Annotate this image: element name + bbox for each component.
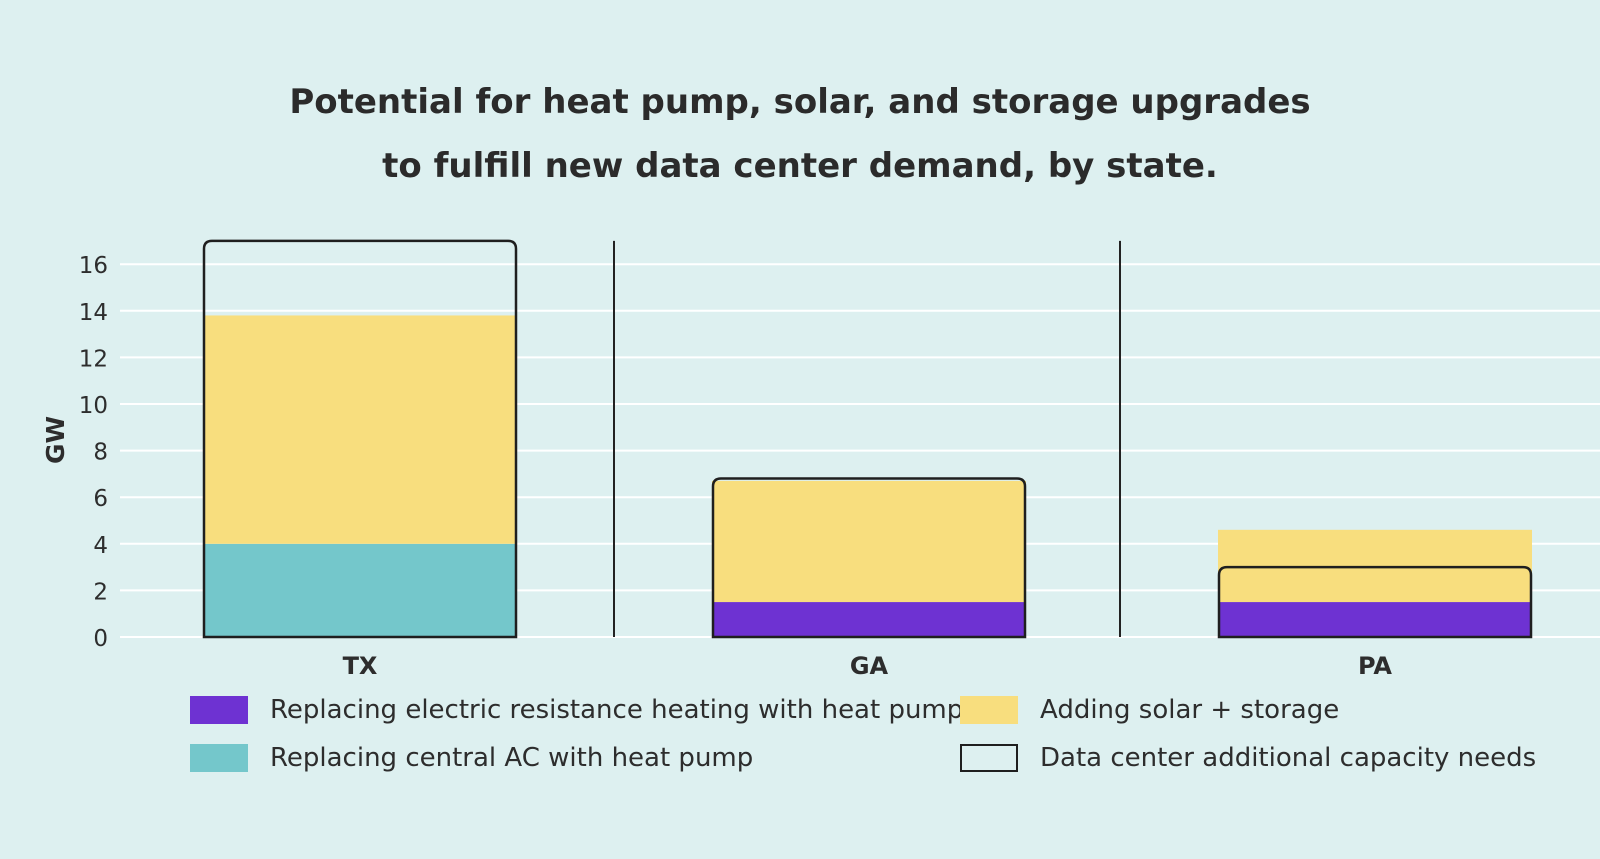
legend: Replacing electric resistance heating wi…: [190, 695, 1590, 815]
legend-swatch-central-ac: [190, 744, 248, 772]
legend-label-capacity-needs: Data center additional capacity needs: [1040, 743, 1537, 773]
chart-title-line-1: Potential for heat pump, solar, and stor…: [289, 82, 1311, 122]
bar-segment-solar_storage: [203, 315, 517, 544]
y-tick-label: 4: [93, 533, 108, 559]
legend-item-solar-storage: Adding solar + storage: [960, 695, 1339, 725]
legend-item-central-ac: Replacing central AC with heat pump: [190, 743, 753, 773]
y-tick-label: 16: [79, 253, 108, 279]
y-axis-label: GW: [41, 416, 70, 464]
y-tick-label: 8: [93, 440, 108, 466]
bar-chart: 0 2 4 6 8 10 12 14 16 GW TX GA PA: [41, 239, 1600, 680]
y-tick-label: 2: [93, 579, 108, 605]
capacity-outline: [202, 239, 518, 639]
chart-title: Potential for heat pump, solar, and stor…: [0, 70, 1600, 198]
x-category-label: PA: [1358, 652, 1392, 680]
legend-item-capacity-needs: Data center additional capacity needs: [960, 743, 1536, 773]
legend-label-resistance-heating: Replacing electric resistance heating wi…: [270, 695, 964, 725]
legend-swatch-resistance-heating: [190, 696, 248, 724]
y-tick-label: 12: [79, 346, 108, 372]
legend-item-resistance-heating: Replacing electric resistance heating wi…: [190, 695, 963, 725]
bar-segment-heat_pump_resistance: [1218, 602, 1532, 637]
y-tick-label: 6: [93, 486, 108, 512]
bar-segment-heat_pump_resistance: [712, 602, 1026, 637]
x-category-label: GA: [850, 652, 889, 680]
legend-swatch-solar-storage: [960, 696, 1018, 724]
y-tick-label: 10: [79, 393, 108, 419]
chart-title-line-2: to fulfill new data center demand, by st…: [382, 146, 1218, 186]
y-tick-label: 0: [93, 626, 108, 652]
legend-swatch-capacity-needs: [960, 744, 1018, 772]
legend-label-solar-storage: Adding solar + storage: [1040, 695, 1340, 725]
y-tick-label: 14: [79, 300, 108, 326]
bar-segment-solar_storage: [712, 480, 1026, 603]
x-category-label: TX: [343, 652, 378, 680]
capacity-outline: [1217, 565, 1533, 639]
capacity-outline: [711, 477, 1027, 639]
bar-segment-heat_pump_central_ac: [203, 543, 517, 637]
legend-label-central-ac: Replacing central AC with heat pump: [270, 743, 754, 773]
